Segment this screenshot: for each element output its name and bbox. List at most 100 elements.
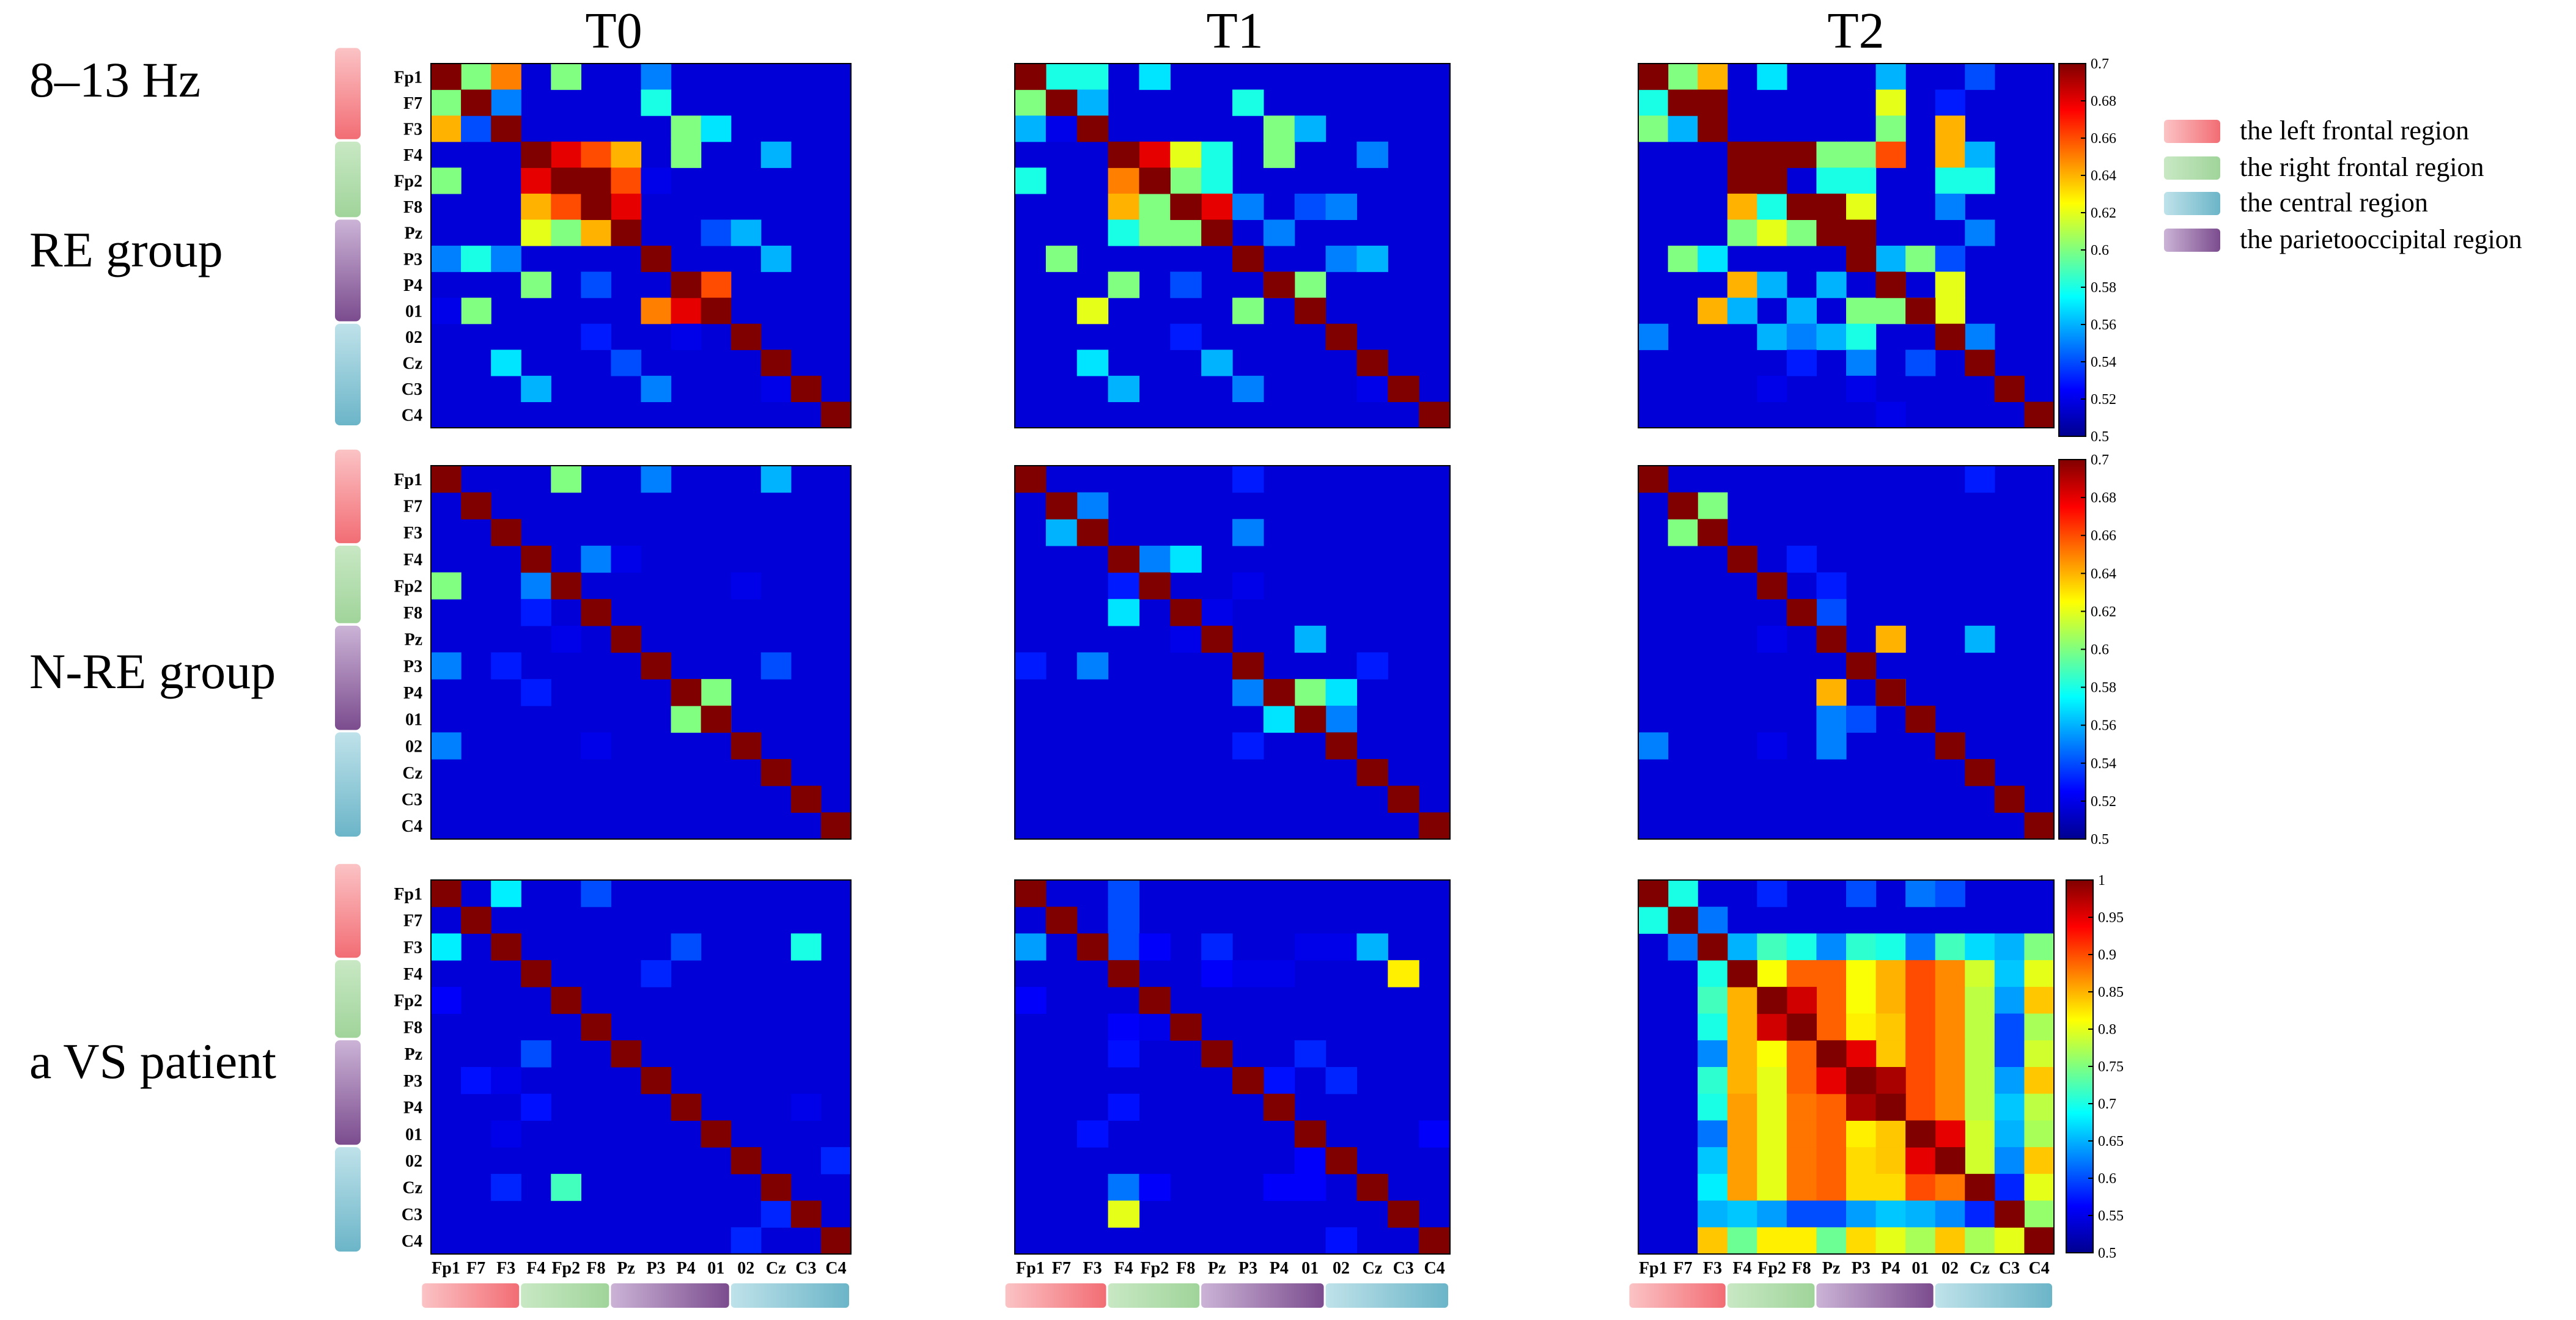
heatmap-cell	[1816, 1147, 1847, 1175]
heatmap-cell	[1698, 1200, 1728, 1228]
heatmap-cell	[1994, 1227, 2025, 1255]
heatmap-cell	[1108, 1013, 1140, 1041]
heatmap-diagonal-cell	[491, 116, 521, 142]
heatmap-cell	[1698, 1147, 1728, 1175]
heatmap-cell	[611, 350, 642, 376]
heatmap-cell	[1201, 167, 1233, 194]
heatmap-cell	[730, 1227, 762, 1255]
heatmap-cell	[1201, 960, 1233, 988]
y-tick-label: F7	[403, 497, 422, 516]
heatmap-cell	[1757, 64, 1787, 90]
heatmap-cell	[1965, 933, 1995, 961]
heatmap-cell	[1356, 246, 1388, 273]
heatmap-cell	[1232, 679, 1264, 706]
heatmap-cell	[1757, 732, 1787, 760]
heatmap-cell	[1816, 933, 1847, 961]
heatmap-diagonal-cell	[1325, 1147, 1358, 1175]
heatmap-cell	[1994, 1120, 2025, 1148]
heatmap-diagonal-cell	[671, 1093, 702, 1121]
heatmap-diagonal-cell	[581, 193, 612, 221]
heatmap-cell	[1994, 1093, 2025, 1121]
heatmap-cell	[1935, 116, 1965, 142]
heatmap-cell	[1108, 375, 1140, 403]
heatmap-cell	[1232, 298, 1264, 324]
region-bar-horizontal	[1816, 1283, 1934, 1308]
heatmap-cell	[431, 116, 462, 142]
heatmap-cell	[1263, 141, 1295, 168]
heatmap-cell	[1965, 323, 1995, 350]
heatmap-cell	[1935, 986, 1965, 1014]
heatmap-cell	[1846, 1147, 1877, 1175]
heatmap-cell	[551, 193, 581, 221]
heatmap-cell	[1875, 960, 1906, 988]
heatmap-frame	[1014, 465, 1451, 840]
y-tick-label: Fp2	[394, 577, 422, 596]
heatmap-cell	[1045, 116, 1078, 142]
heatmap-diagonal-cell	[1419, 402, 1451, 428]
y-tick-label: Cz	[402, 1179, 422, 1198]
x-tick-label: 01	[1912, 1259, 1929, 1278]
colorbar-tick-label: 0.95	[2098, 910, 2124, 926]
heatmap-r0-c2	[1638, 63, 2055, 428]
heatmap-cell	[1846, 1227, 1877, 1255]
colorbar-tick-label: 0.66	[2091, 131, 2116, 147]
heatmap-cell	[1816, 141, 1847, 168]
heatmap-cell	[641, 466, 672, 493]
heatmap-cell	[1816, 1013, 1847, 1041]
heatmap-cell	[2024, 933, 2055, 961]
x-tick-label: C3	[795, 1259, 816, 1278]
heatmap-cell	[1698, 1093, 1728, 1121]
x-tick-label: Fp2	[551, 1259, 580, 1278]
heatmap-cell	[701, 271, 732, 298]
heatmap-cell	[1786, 1147, 1817, 1175]
heatmap-cell	[1786, 1200, 1817, 1228]
heatmap-cell	[1846, 350, 1877, 376]
heatmap-frame	[1638, 465, 2055, 840]
heatmap-diagonal-cell	[1994, 1200, 2025, 1228]
heatmap-cell	[1846, 141, 1877, 168]
y-tick-label: P4	[403, 684, 422, 703]
heatmap-cell	[1356, 652, 1388, 680]
heatmap-diagonal-cell	[491, 933, 521, 961]
heatmap-cell	[641, 298, 672, 324]
heatmap-diagonal-cell	[1727, 960, 1757, 988]
heatmap-cell	[431, 89, 462, 116]
heatmap-cell	[1786, 1120, 1817, 1148]
heatmap-cell	[1786, 323, 1817, 350]
heatmap-diagonal-cell	[1356, 759, 1388, 787]
heatmap-cell	[1935, 1040, 1965, 1068]
heatmap-cell	[1325, 246, 1358, 273]
heatmap-diagonal-cell	[760, 350, 792, 376]
heatmap-cell	[1816, 1227, 1847, 1255]
y-tick-label: F3	[403, 120, 422, 139]
heatmap-diagonal-cell	[1816, 1040, 1847, 1068]
heatmap-diagonal-cell	[1263, 271, 1295, 298]
heatmap-cell	[1965, 625, 1995, 653]
region-bar-vertical	[335, 545, 361, 623]
heatmap-cell	[431, 167, 462, 194]
heatmap-cell	[1638, 89, 1669, 116]
heatmap-cell	[1905, 1013, 1936, 1041]
heatmap-cell	[1294, 271, 1327, 298]
heatmap-cell	[671, 933, 702, 961]
colorbar-tick-label: 0.5	[2091, 832, 2109, 848]
region-bar-vertical	[335, 449, 361, 543]
heatmap-cell	[1727, 219, 1757, 246]
heatmap-cell	[1994, 1147, 2025, 1175]
heatmap-cell	[1935, 193, 1965, 221]
heatmap-cell	[1232, 89, 1264, 116]
region-bar-horizontal	[1629, 1283, 1726, 1308]
heatmap-cell	[1076, 298, 1109, 324]
heatmap-cell	[1816, 1173, 1847, 1201]
y-tick-label: F7	[403, 94, 422, 113]
heatmap-cell	[1232, 193, 1264, 221]
heatmap-cell	[1698, 1013, 1728, 1041]
heatmap-cell	[521, 1040, 551, 1068]
heatmap-cell	[1638, 323, 1669, 350]
y-tick-label: C3	[402, 380, 422, 399]
heatmap-diagonal-cell	[1638, 880, 1669, 908]
heatmap-cell	[461, 298, 491, 324]
heatmap-diagonal-cell	[1139, 572, 1171, 600]
heatmap-diagonal-cell	[1419, 1227, 1451, 1255]
